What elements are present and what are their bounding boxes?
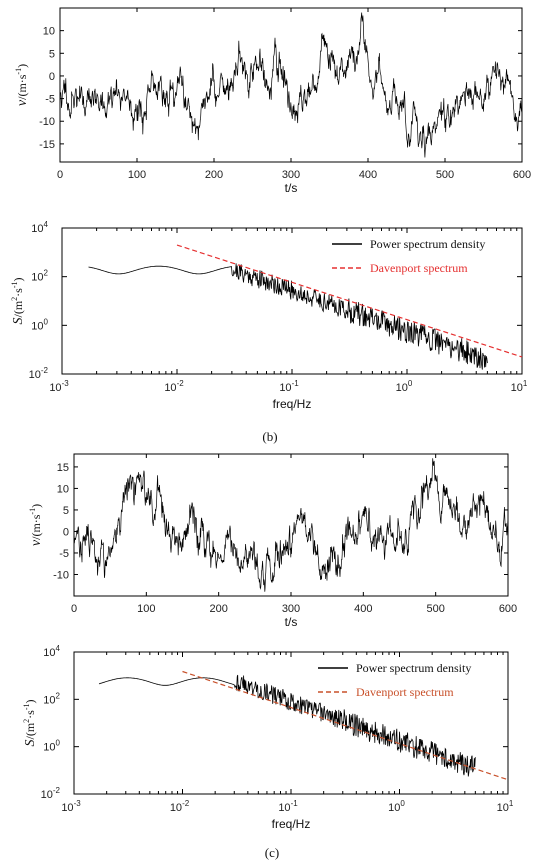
legend-label-psd: Power spectrum density	[370, 237, 485, 251]
plot-frame	[73, 453, 509, 597]
davenport-line	[176, 244, 523, 358]
y-tick-label: -10	[53, 569, 69, 581]
x-tick-label: 100	[137, 603, 155, 615]
caption-c: (c)	[265, 845, 279, 860]
y-tick-label: 10	[57, 483, 69, 495]
plot-frame	[59, 7, 523, 163]
y-tick-label: 100	[43, 739, 60, 754]
y-tick-label: -10	[39, 116, 55, 128]
series-line	[59, 12, 523, 158]
x-tick-label: 101	[511, 379, 528, 394]
x-tick-label: 200	[205, 169, 223, 181]
x-axis-label: t/s	[285, 181, 298, 195]
x-tick-label: 10-1	[279, 379, 299, 394]
x-tick-label: 10-3	[49, 379, 69, 394]
x-tick-label: 500	[436, 169, 454, 181]
y-axis-label: S/(m2·s-1)	[22, 699, 38, 746]
x-tick-label: 300	[282, 169, 300, 181]
caption-b: (b)	[262, 429, 277, 444]
y-tick-label: 100	[31, 317, 48, 332]
x-tick-label: 10-2	[170, 799, 190, 814]
x-axis-label: t/s	[285, 615, 298, 629]
legend-label-davenport: Davenport spectrum	[370, 261, 468, 275]
y-axis-label: v/(m·s-1)	[14, 64, 30, 106]
series-line	[73, 458, 509, 592]
y-tick-label: 5	[49, 48, 55, 60]
x-axis-label: freq/Hz	[272, 817, 311, 831]
psd-line	[98, 674, 476, 777]
y-axis-label: v/(m·s-1)	[28, 504, 44, 546]
y-tick-label: 10-2	[29, 366, 49, 381]
y-tick-label: 104	[31, 220, 48, 235]
davenport-line	[182, 670, 509, 781]
x-tick-label: 400	[354, 603, 372, 615]
x-tick-label: 600	[499, 603, 517, 615]
x-tick-label: 200	[209, 603, 227, 615]
y-tick-label: -5	[45, 94, 55, 106]
x-tick-label: 500	[426, 603, 444, 615]
x-tick-label: 10-3	[61, 799, 81, 814]
x-tick-label: 0	[57, 169, 63, 181]
time-series-chart-b-time: 0 100 200 300 400 500 600 -15 -10 -5 0 5 10 t/s v/(m·s…	[14, 7, 531, 195]
legend-label-psd: Power spectrum density	[356, 661, 471, 675]
y-tick-label: -15	[39, 139, 55, 151]
y-tick-label: 104	[43, 644, 60, 659]
x-tick-label: 300	[282, 603, 300, 615]
x-tick-label: 400	[359, 169, 377, 181]
y-tick-label: 0	[49, 71, 55, 83]
x-axis-label: freq/Hz	[273, 397, 312, 411]
x-tick-label: 100	[128, 169, 146, 181]
psd-line	[88, 263, 488, 370]
psd-chart-b-psd: 10-3 10-2 10-1 100 10110-2100102104freq/HzS/…	[10, 220, 528, 411]
y-tick-label: 10	[43, 26, 55, 38]
y-tick-label: 0	[63, 526, 69, 538]
y-tick-label: 15	[57, 462, 69, 474]
x-tick-label: 0	[71, 603, 77, 615]
y-tick-label: 5	[63, 505, 69, 517]
y-tick-label: 10-2	[41, 786, 61, 801]
x-tick-label: 100	[396, 379, 413, 394]
y-tick-label: 102	[31, 269, 48, 284]
y-tick-label: 102	[43, 691, 60, 706]
x-tick-label: 100	[388, 799, 405, 814]
psd-chart-c-psd: 10-3 10-2 10-1 100 10110-2100102104freq/HzS/…	[22, 644, 514, 831]
x-tick-label: 101	[497, 799, 514, 814]
y-tick-label: -5	[59, 548, 69, 560]
time-series-chart-c-time: 0 100 200 300 400 500 600 -10 -5 0 5 10 15 t/s v/(m·s-…	[28, 453, 517, 629]
legend-label-davenport: Davenport spectrum	[356, 685, 454, 699]
x-tick-label: 10-2	[164, 379, 184, 394]
x-tick-label: 10-1	[278, 799, 298, 814]
y-axis-label: S/(m2·s-1)	[10, 277, 26, 324]
x-tick-label: 600	[513, 169, 531, 181]
